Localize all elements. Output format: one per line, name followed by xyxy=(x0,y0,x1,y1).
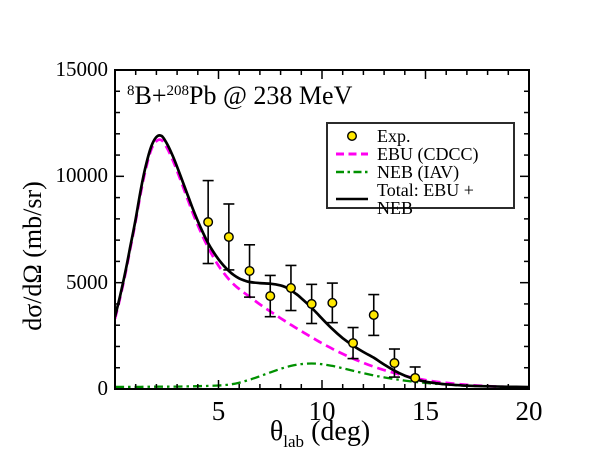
x-tick-label: 5 xyxy=(211,396,226,426)
x-axis-label: θlab (deg) xyxy=(240,416,400,452)
legend-label: NEB (IAV) xyxy=(377,162,460,182)
legend: Exp. EBU (CDCC) NEB (IAV) Total: EBU + N… xyxy=(326,122,515,217)
exp-marker xyxy=(265,291,276,302)
curves xyxy=(114,133,530,389)
legend-label: Total: EBU + NEB xyxy=(377,180,474,218)
exp-marker xyxy=(285,282,296,293)
plot-frame xyxy=(114,69,530,390)
plot-title: 8B+208Pb @ 238 MeV xyxy=(127,81,352,111)
x-tick-label: 20 xyxy=(515,396,543,426)
exp-marker-swatch-icon xyxy=(346,130,358,142)
legend-item-exp: Exp. xyxy=(334,127,507,145)
x-tick-label: 10 xyxy=(308,396,336,426)
axis-ticks xyxy=(115,69,530,390)
exp-points xyxy=(202,179,421,390)
solid-line-swatch-icon xyxy=(336,197,368,201)
dashdot-line-swatch-icon xyxy=(336,170,368,174)
title-rest: Pb @ 238 MeV xyxy=(189,81,353,110)
legend-label: EBU (CDCC) xyxy=(377,144,479,164)
exp-marker xyxy=(368,309,379,320)
lab-subscript: lab xyxy=(283,432,305,451)
x-axis-label-rest: (deg) xyxy=(304,416,371,447)
exp-marker xyxy=(348,338,359,349)
legend-item-total: Total: EBU + NEB xyxy=(334,181,507,217)
y-tick-label: 15000 xyxy=(55,57,109,81)
curve-neb xyxy=(114,362,530,389)
exp-marker xyxy=(327,297,338,308)
curve-total xyxy=(114,133,530,389)
exp-marker xyxy=(306,298,317,309)
y-tick-label: 0 xyxy=(97,376,109,400)
y-axis-label: dσ/dΩ (mb/sr) xyxy=(18,181,47,331)
theta-symbol: θ xyxy=(269,416,284,447)
dashed-line-swatch-icon xyxy=(336,152,368,156)
legend-item-ebu: EBU (CDCC) xyxy=(334,145,507,163)
exp-marker xyxy=(389,358,400,369)
exp-marker xyxy=(244,265,255,276)
x-tick-label: 15 xyxy=(412,396,439,426)
title-superscript-208: 208 xyxy=(166,83,190,99)
title-mid: B+ xyxy=(134,81,167,110)
exp-marker xyxy=(410,372,421,383)
legend-label: Exp. xyxy=(377,126,411,146)
y-tick-label: 10000 xyxy=(55,163,109,188)
exp-marker xyxy=(223,231,234,242)
legend-item-neb: NEB (IAV) xyxy=(334,163,507,181)
title-superscript-8: 8 xyxy=(127,83,135,99)
exp-marker xyxy=(203,217,214,228)
y-tick-label: 5000 xyxy=(66,269,108,294)
